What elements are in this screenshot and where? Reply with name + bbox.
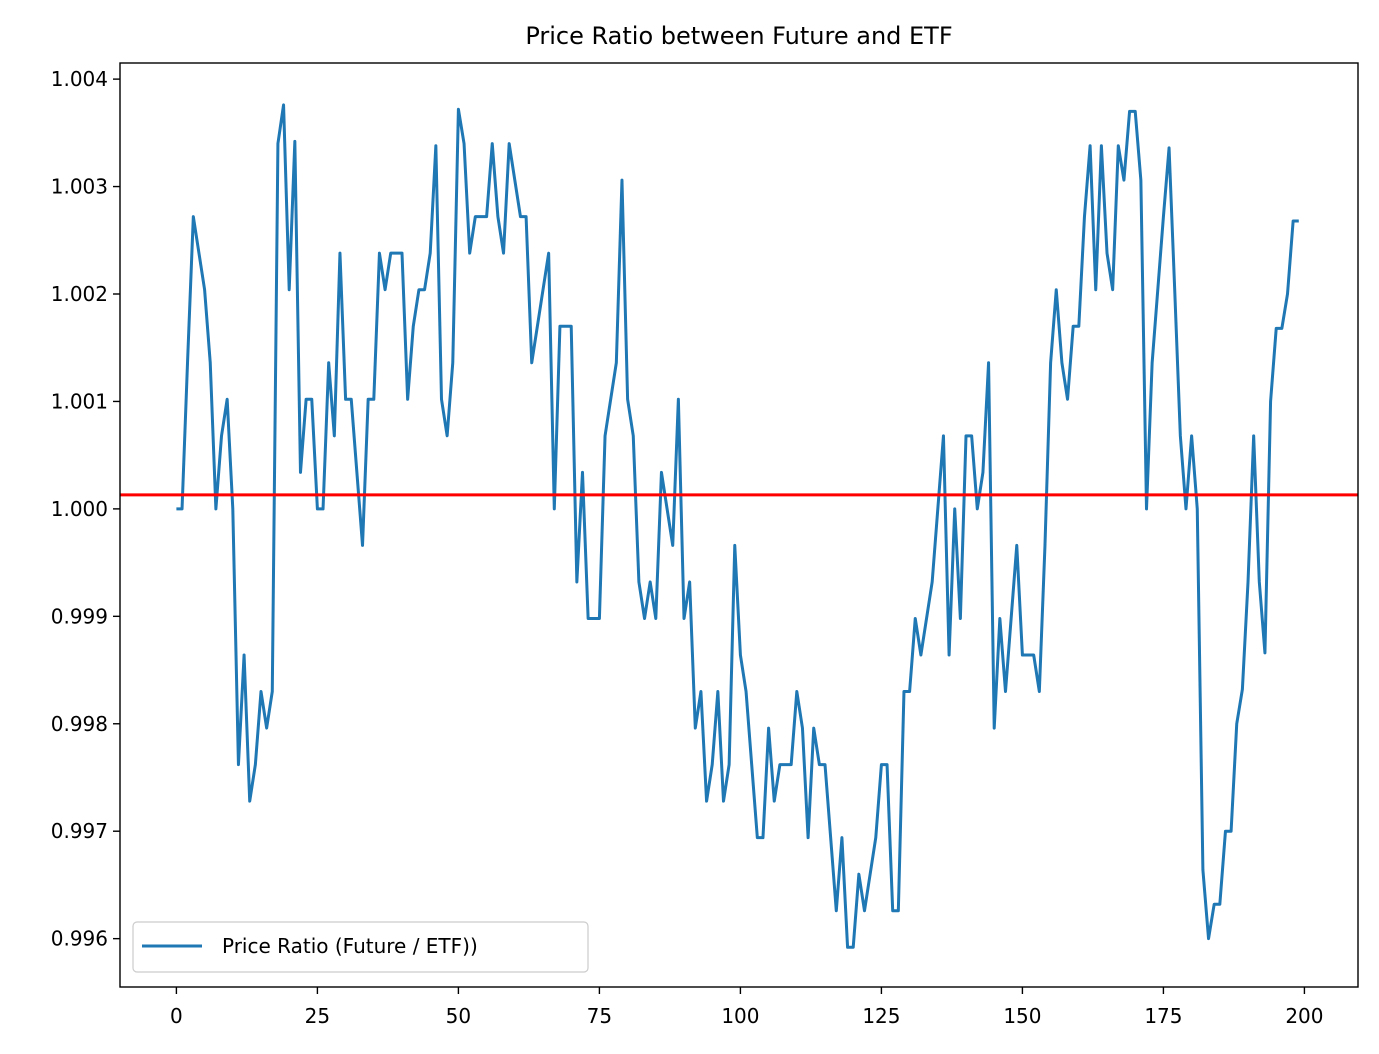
y-tick-label: 1.000 [51,497,108,521]
x-tick-label: 200 [1285,1004,1323,1028]
x-tick-label: 150 [1003,1004,1041,1028]
x-tick-label: 125 [862,1004,900,1028]
chart-title: Price Ratio between Future and ETF [525,22,952,50]
x-tick-label: 50 [446,1004,471,1028]
y-axis: 0.996 0.997 0.998 0.999 1.000 1.001 1.002 1.003… [51,67,120,951]
x-axis: 0 25 50 75 100 125 150 175 200 [170,987,1324,1028]
plot-frame [119,62,1359,988]
x-tick-label: 0 [170,1004,183,1028]
legend-box [132,921,589,973]
legend: Price Ratio (Future / ETF)) [132,921,589,973]
y-tick-label: 1.004 [51,67,108,91]
y-tick-label: 0.998 [51,712,108,736]
y-tick-label: 1.001 [51,389,108,413]
x-tick-label: 75 [587,1004,612,1028]
x-tick-label: 25 [305,1004,330,1028]
y-tick-label: 0.996 [51,927,108,951]
x-tick-label: 100 [721,1004,759,1028]
plot-area [120,103,1358,949]
y-tick-label: 1.003 [51,175,108,199]
y-tick-label: 0.997 [51,819,108,843]
y-tick-label: 0.999 [51,604,108,628]
series-line [176,103,1299,949]
y-tick-label: 1.002 [51,282,108,306]
x-tick-label: 175 [1144,1004,1182,1028]
legend-label: Price Ratio (Future / ETF)) [222,934,478,958]
